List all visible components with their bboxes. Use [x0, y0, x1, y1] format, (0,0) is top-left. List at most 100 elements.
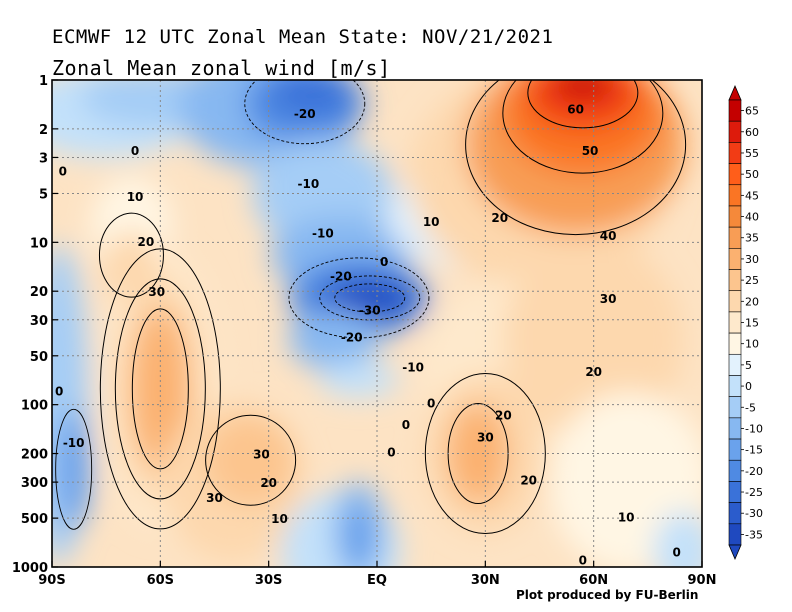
colorbar-swatch: [728, 311, 742, 334]
colorbar-swatch: [728, 226, 742, 249]
colorbar-label: 20: [745, 295, 759, 308]
contour-line: [334, 283, 406, 313]
x-tick-label: 30S: [255, 573, 282, 588]
contour-label: -20: [294, 107, 316, 121]
y-tick-label: 500: [21, 512, 48, 527]
x-axis: 90S 60S 30S EQ 30N 60N 90N: [38, 561, 716, 588]
y-axis: 1 2 3 5 10 20 30 50 100 200 300 500 1000: [12, 74, 58, 576]
colorbar-label: -30: [745, 507, 763, 520]
colorbar-swatch: [728, 163, 742, 186]
field-cell: [55, 409, 92, 530]
colorbar-label: 50: [745, 168, 759, 181]
contour-line: [465, 80, 687, 236]
y-tick-label: 100: [21, 399, 48, 414]
colorbar-swatch: [728, 120, 742, 143]
contour-label: -20: [330, 269, 352, 283]
colorbar-label: 10: [745, 338, 759, 351]
credit-text: Plot produced by FU-Berlin: [516, 588, 699, 602]
colorbar-label: -25: [745, 486, 763, 499]
contour-label: 0: [131, 144, 139, 158]
contour-line: [319, 275, 421, 321]
colorbar-label: 40: [745, 211, 759, 224]
contour-label: -10: [298, 177, 320, 191]
contour-label: 10: [271, 512, 288, 526]
colorbar-label: 65: [745, 105, 759, 118]
grid-lines: [52, 80, 702, 567]
colorbar-label: 5: [745, 359, 752, 372]
contour-label: 60: [567, 103, 584, 117]
colorbar-label: 25: [745, 274, 759, 287]
field-cell: [340, 506, 377, 567]
contour-label: 10: [127, 190, 144, 204]
y-tick-label: 300: [21, 476, 48, 491]
contour-label: 20: [260, 476, 277, 490]
colorbar-swatch: [728, 142, 742, 164]
field-cell: [527, 80, 638, 128]
colorbar-swatch: [728, 332, 742, 355]
contour-label: -10: [402, 360, 424, 374]
contour-line: [131, 308, 189, 470]
contour-label: 10: [423, 215, 440, 229]
contour-line: [244, 80, 366, 145]
contour-label: 10: [618, 511, 635, 525]
y-tick-label: 5: [39, 187, 48, 202]
contour-label: 20: [138, 235, 155, 249]
colorbar-label: -5: [745, 401, 756, 414]
colorbar-label: 30: [745, 253, 759, 266]
field-cell: [205, 415, 296, 506]
contour-label: 30: [477, 430, 494, 444]
contour-label: 0: [402, 418, 410, 432]
field-cell: [52, 299, 78, 340]
colorbar-swatch: [728, 248, 742, 270]
x-tick-label: EQ: [367, 573, 387, 588]
contour-label: 20: [495, 409, 512, 423]
y-tick-label: 1000: [12, 561, 48, 576]
contour-label: 0: [387, 446, 395, 460]
colorbar-swatch: [728, 396, 742, 419]
contour-label: 0: [579, 554, 587, 568]
y-tick-label: 200: [21, 448, 48, 463]
colorbar-label: 60: [745, 126, 759, 139]
contour-line: [205, 414, 297, 506]
colorbar-swatch: [728, 502, 742, 525]
contour-label: 0: [55, 385, 63, 399]
contour-label: 30: [253, 448, 270, 462]
x-tick-label: 60N: [579, 573, 608, 588]
colorbar-swatch: [728, 353, 742, 376]
y-tick-label: 50: [30, 350, 48, 365]
colorbar-swatch: [728, 99, 742, 122]
contour-label: 0: [427, 397, 435, 411]
field-cell: [272, 80, 352, 115]
y-tick-label: 20: [30, 285, 48, 300]
colorbar-swatch: [728, 523, 742, 546]
colorbar-label: -10: [745, 422, 763, 435]
contour-label: 30: [600, 292, 617, 306]
contour-label: 0: [59, 164, 67, 178]
chart-subtitle: Zonal Mean zonal wind [m/s]: [52, 56, 391, 80]
contour-line: [114, 278, 206, 500]
contour-label: 30: [148, 285, 165, 299]
contour-label: -20: [341, 330, 363, 344]
contour-label: 30: [206, 491, 223, 505]
contour-label: 20: [585, 365, 602, 379]
y-tick-label: 3: [39, 151, 48, 166]
field-cell: [288, 310, 379, 371]
colorbar-swatch: [728, 184, 742, 207]
contour-label: -10: [312, 227, 334, 241]
field-cell: [552, 80, 613, 99]
colorbar-swatch: [728, 205, 742, 228]
contour-label: -10: [63, 436, 85, 450]
colorbar: 65605550454035302520151050-5-10-15-20-25…: [728, 84, 763, 561]
chart-title: ECMWF 12 UTC Zonal Mean State: NOV/21/20…: [52, 26, 554, 48]
contour-line: [55, 408, 93, 530]
colorbar-label: -15: [745, 444, 763, 457]
contour-label: 40: [600, 229, 617, 243]
field-cell: [653, 511, 702, 567]
contour-label: 20: [520, 474, 537, 488]
colorbar-label: -35: [745, 528, 763, 541]
x-tick-label: 30N: [471, 573, 500, 588]
field-cell: [318, 361, 399, 398]
field-cell: [132, 308, 189, 469]
